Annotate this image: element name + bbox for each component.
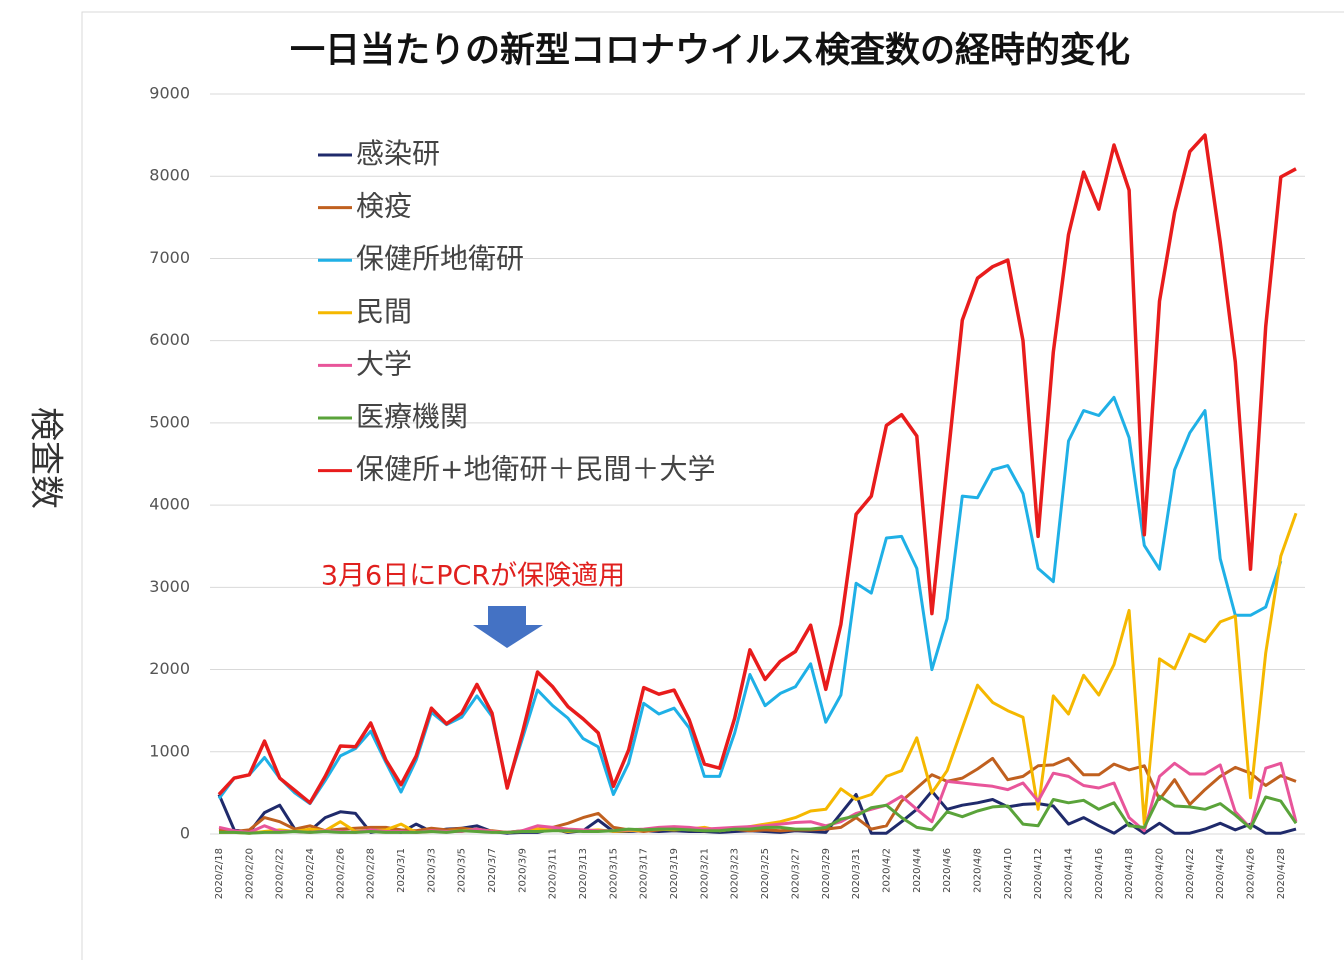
x-tick-label: 2020/3/11 (548, 848, 559, 899)
x-tick-label: 2020/3/13 (578, 848, 589, 899)
y-tick-label: 1000 (149, 741, 190, 760)
plot-area (217, 133, 1298, 835)
x-tick-label: 2020/4/10 (1003, 848, 1014, 899)
x-tick-label: 2020/4/4 (912, 848, 923, 893)
x-tick-label: 2020/3/17 (639, 848, 650, 899)
x-tick-label: 2020/3/15 (608, 848, 619, 899)
legend-label: 保健所+地衛研＋民間＋大学 (356, 453, 715, 486)
legend-label: 民間 (356, 295, 412, 328)
x-tick-label: 2020/3/29 (821, 848, 832, 899)
x-tick-label: 2020/4/22 (1185, 848, 1196, 899)
legend-label: 大学 (356, 347, 412, 380)
x-tick-label: 2020/3/23 (730, 848, 741, 899)
y-tick-label: 8000 (149, 166, 190, 185)
y-tick-label: 5000 (149, 412, 190, 431)
x-tick-label: 2020/4/14 (1063, 848, 1074, 899)
x-tick-label: 2020/4/6 (942, 848, 953, 893)
legend-label: 感染研 (356, 137, 440, 170)
x-tick-label: 2020/2/22 (275, 848, 286, 899)
chart-title: 一日当たりの新型コロナウイルス検査数の経時的変化 (290, 30, 1130, 71)
series-line (217, 395, 1283, 806)
annotation-arrow (473, 606, 543, 648)
x-tick-label: 2020/3/7 (487, 848, 498, 893)
x-tick-label: 2020/2/18 (214, 848, 225, 899)
x-tick-label: 2020/3/27 (790, 848, 801, 899)
x-tick-label: 2020/3/21 (699, 848, 710, 899)
x-tick-label: 2020/2/26 (335, 848, 346, 899)
x-tick-label: 2020/3/3 (426, 848, 437, 893)
x-tick-label: 2020/2/20 (244, 848, 255, 899)
x-tick-label: 2020/4/18 (1124, 848, 1135, 899)
grid: 0 1000 2000 3000 4000 5000 6000 7000 8000 9000 202… (149, 84, 1305, 899)
y-axis-label: 検査数 (26, 407, 66, 509)
x-tick-label: 2020/4/26 (1245, 848, 1256, 899)
x-tick-label: 2020/3/19 (669, 848, 680, 899)
annotation: 3月6日にPCRが保険適用 (321, 561, 625, 592)
x-tick-label: 2020/4/8 (972, 848, 983, 893)
x-tick-label: 2020/3/5 (457, 848, 468, 893)
y-tick-label: 4000 (149, 495, 190, 514)
series-line (218, 756, 1297, 834)
x-tick-label: 2020/2/28 (366, 848, 377, 899)
x-tick-label: 2020/3/9 (517, 848, 528, 893)
x-tick-label: 2020/3/31 (851, 848, 862, 899)
x-tick-label: 2020/4/24 (1215, 848, 1226, 899)
y-tick-label: 9000 (149, 84, 190, 103)
x-tick-label: 2020/4/12 (1033, 848, 1044, 899)
legend-label: 検疫 (356, 190, 412, 223)
x-tick-label: 2020/4/16 (1094, 848, 1105, 899)
y-tick-label: 6000 (149, 330, 190, 349)
x-tick-label: 2020/3/1 (396, 848, 407, 893)
x-tick-label: 2020/3/25 (760, 848, 771, 899)
y-tick-label: 3000 (149, 577, 190, 596)
x-tick-label: 2020/4/2 (881, 848, 892, 893)
x-tick-label: 2020/2/24 (305, 848, 316, 899)
x-tick-label: 2020/4/20 (1154, 848, 1165, 899)
series-line (217, 133, 1297, 805)
legend-label: 医療機関 (356, 400, 468, 433)
y-tick-label: 2000 (149, 659, 190, 678)
y-tick-label: 0 (180, 824, 190, 843)
series-line (219, 794, 1298, 835)
y-tick-label: 7000 (149, 248, 190, 267)
legend-label: 保健所地衛研 (356, 242, 524, 275)
chart-frame (81, 11, 1344, 964)
x-tick-label: 2020/4/28 (1276, 848, 1287, 899)
